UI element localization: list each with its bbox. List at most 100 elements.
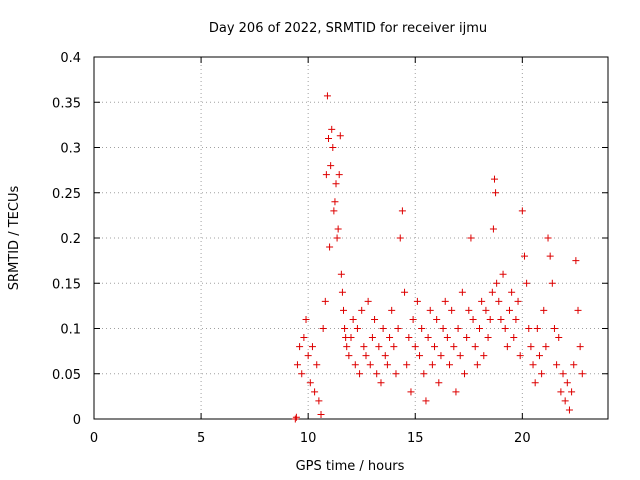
data-point bbox=[405, 334, 413, 342]
y-tick-label: 0.2 bbox=[60, 232, 81, 247]
data-point bbox=[356, 370, 364, 378]
y-tick-label: 0.05 bbox=[52, 368, 81, 383]
data-point bbox=[422, 397, 430, 405]
data-point bbox=[492, 189, 500, 197]
data-point bbox=[574, 306, 582, 314]
data-point bbox=[392, 370, 400, 378]
data-point bbox=[565, 406, 573, 414]
data-point bbox=[527, 343, 535, 351]
data-point bbox=[555, 334, 563, 342]
data-point bbox=[437, 352, 445, 360]
data-point bbox=[490, 175, 498, 183]
y-tick-label: 0 bbox=[73, 413, 81, 428]
data-point bbox=[542, 343, 550, 351]
data-point bbox=[413, 297, 421, 305]
data-point bbox=[568, 388, 576, 396]
data-point bbox=[518, 207, 526, 215]
data-point bbox=[366, 361, 374, 369]
x-axis-title: GPS time / hours bbox=[296, 459, 405, 474]
data-point bbox=[351, 361, 359, 369]
data-point bbox=[469, 315, 477, 323]
data-point bbox=[323, 92, 331, 100]
y-tick-label: 0.25 bbox=[52, 187, 81, 202]
data-point bbox=[538, 370, 546, 378]
data-point bbox=[337, 270, 345, 278]
data-point bbox=[540, 306, 548, 314]
data-point bbox=[306, 379, 314, 387]
y-axis-title: SRMTID / TECUs bbox=[7, 186, 22, 291]
data-point bbox=[335, 171, 343, 179]
data-point bbox=[559, 370, 567, 378]
data-point bbox=[388, 306, 396, 314]
data-point bbox=[368, 334, 376, 342]
data-point bbox=[296, 343, 304, 351]
y-tick-label: 0.15 bbox=[52, 277, 81, 292]
data-point bbox=[441, 297, 449, 305]
data-point bbox=[341, 325, 349, 332]
y-tick-label: 0.35 bbox=[52, 96, 81, 111]
data-point bbox=[548, 279, 556, 287]
axis-ticks: 0 5 10 15 20 0 0.05 0.1 0.15 0.2 0.25 0.3 0.35 0.4 bbox=[52, 51, 608, 446]
data-point bbox=[313, 361, 321, 369]
data-point bbox=[458, 288, 466, 296]
data-point bbox=[505, 306, 513, 314]
data-point bbox=[471, 343, 479, 351]
data-point bbox=[418, 325, 426, 332]
data-point bbox=[488, 288, 496, 296]
data-point bbox=[489, 225, 497, 233]
data-point bbox=[334, 225, 342, 233]
data-point bbox=[401, 288, 409, 296]
data-point bbox=[409, 315, 417, 323]
data-point bbox=[503, 343, 511, 351]
x-tick-label: 10 bbox=[300, 431, 317, 446]
y-tick-label: 0.1 bbox=[60, 323, 81, 338]
data-point bbox=[476, 325, 483, 332]
data-point bbox=[467, 234, 475, 242]
data-point bbox=[302, 315, 310, 323]
data-point bbox=[362, 352, 370, 360]
data-point bbox=[514, 297, 522, 305]
data-point bbox=[439, 325, 447, 332]
data-point bbox=[570, 361, 578, 369]
data-point bbox=[325, 134, 333, 142]
data-point bbox=[311, 388, 319, 396]
data-point bbox=[340, 306, 348, 314]
data-point bbox=[563, 379, 571, 387]
data-point bbox=[321, 297, 329, 305]
data-point bbox=[364, 297, 372, 305]
x-tick-label: 15 bbox=[407, 431, 424, 446]
x-tick-label: 0 bbox=[90, 431, 98, 446]
data-point bbox=[403, 361, 411, 369]
data-point bbox=[478, 297, 486, 305]
data-point bbox=[482, 306, 490, 314]
data-point bbox=[501, 325, 509, 332]
grid bbox=[94, 57, 608, 419]
data-point bbox=[497, 315, 505, 323]
data-point bbox=[486, 315, 494, 323]
data-point bbox=[508, 288, 516, 296]
data-point bbox=[424, 334, 432, 342]
data-point bbox=[326, 243, 334, 251]
x-tick-label: 20 bbox=[514, 431, 531, 446]
data-point bbox=[533, 325, 541, 332]
data-point bbox=[322, 171, 330, 179]
data-point bbox=[450, 343, 458, 351]
x-tick-label: 5 bbox=[197, 431, 205, 446]
data-points bbox=[291, 92, 586, 423]
data-point bbox=[358, 306, 366, 314]
data-point bbox=[426, 306, 434, 314]
data-point bbox=[386, 334, 394, 342]
data-point bbox=[292, 413, 300, 421]
data-point bbox=[304, 352, 312, 360]
data-point bbox=[516, 352, 524, 360]
data-point bbox=[379, 325, 387, 332]
data-point bbox=[576, 343, 584, 351]
data-point bbox=[473, 361, 481, 369]
y-tick-label: 0.4 bbox=[60, 51, 81, 66]
data-point bbox=[373, 370, 381, 378]
data-point bbox=[428, 361, 436, 369]
data-point bbox=[544, 234, 552, 242]
data-point bbox=[398, 207, 406, 215]
data-point bbox=[375, 343, 383, 351]
data-point bbox=[353, 325, 361, 332]
